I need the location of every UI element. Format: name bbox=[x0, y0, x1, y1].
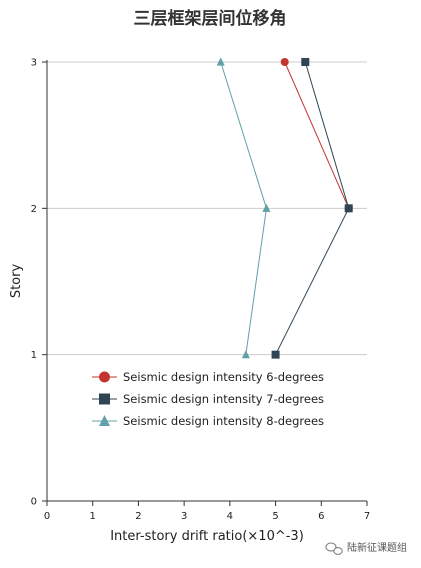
x-tick-label: 3 bbox=[181, 511, 187, 522]
chart-title: 三层框架层间位移角 bbox=[134, 8, 287, 29]
data-point bbox=[241, 350, 250, 359]
series-2 bbox=[271, 58, 353, 359]
legend-marker bbox=[99, 393, 110, 405]
grid-lines bbox=[47, 61, 367, 356]
legend-label: Seismic design intensity 7-degrees bbox=[123, 392, 324, 406]
y-tick-label: 2 bbox=[31, 204, 37, 215]
axes: 0 1 2 3 4 5 6 7 0 1 2 3 bbox=[31, 58, 371, 523]
legend-label: Seismic design intensity 8-degrees bbox=[123, 414, 324, 428]
wechat-icon bbox=[325, 542, 343, 555]
x-tick-label: 7 bbox=[364, 511, 370, 522]
legend-marker bbox=[99, 415, 110, 426]
y-tick-label: 0 bbox=[31, 497, 37, 508]
x-tick-label: 4 bbox=[227, 511, 233, 522]
legend-label: Seismic design intensity 6-degrees bbox=[123, 370, 324, 384]
x-axis-title: Inter-story drift ratio(×10^-3) bbox=[110, 529, 304, 544]
legend-item: Seismic design intensity 6-degrees bbox=[92, 370, 324, 384]
data-point bbox=[262, 203, 271, 212]
data-point bbox=[271, 350, 280, 359]
legend: Seismic design intensity 6-degrees Seismi… bbox=[92, 370, 324, 428]
watermark-text: 陆新征课题组 bbox=[347, 541, 407, 554]
series-3 bbox=[216, 57, 271, 359]
x-tick-label: 2 bbox=[135, 511, 141, 522]
data-point bbox=[280, 58, 289, 66]
legend-marker bbox=[99, 371, 110, 383]
y-axis-title: Story bbox=[9, 264, 24, 299]
y-tick-label: 1 bbox=[31, 350, 37, 361]
data-point bbox=[301, 58, 310, 66]
x-tick-label: 5 bbox=[272, 511, 278, 522]
data-point bbox=[216, 57, 225, 66]
x-tick-label: 1 bbox=[90, 511, 96, 522]
series-layer bbox=[216, 57, 353, 359]
series-1 bbox=[280, 58, 353, 213]
watermark: 陆新征课题组 bbox=[325, 541, 407, 555]
y-tick-label: 3 bbox=[31, 58, 37, 69]
series-line bbox=[284, 61, 350, 209]
legend-item: Seismic design intensity 8-degrees bbox=[92, 414, 324, 428]
legend-item: Seismic design intensity 7-degrees bbox=[92, 392, 324, 406]
data-point bbox=[344, 204, 353, 213]
x-tick-label: 6 bbox=[318, 511, 324, 522]
x-tick-label: 0 bbox=[44, 511, 50, 522]
